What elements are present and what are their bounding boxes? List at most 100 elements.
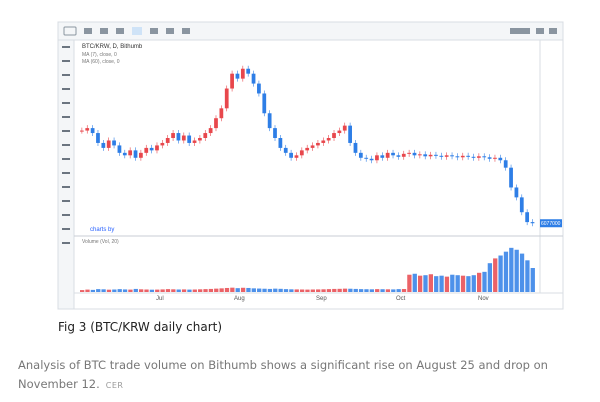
candle xyxy=(112,140,116,146)
candle xyxy=(267,113,272,129)
volume-bar xyxy=(117,289,122,292)
volume-bar xyxy=(144,289,149,292)
candle xyxy=(155,145,159,151)
volume-bar xyxy=(160,289,165,292)
candle xyxy=(482,156,487,158)
volume-bar xyxy=(503,251,509,292)
candle xyxy=(96,133,100,143)
description: Analysis of BTC trade volume on Bithumb … xyxy=(18,356,588,395)
candle xyxy=(353,142,358,153)
description-text: Analysis of BTC trade volume on Bithumb … xyxy=(18,358,548,391)
candle xyxy=(187,135,192,143)
volume-bar xyxy=(122,289,128,292)
chart-screenshot: BTC/KRW, D, Bithumb MA (7), close, 0 MA … xyxy=(57,21,564,310)
drawing-toolbar xyxy=(57,39,75,310)
volume-bar xyxy=(407,274,412,292)
candle xyxy=(128,150,133,156)
volume-bar xyxy=(246,287,251,292)
candle xyxy=(364,157,369,159)
candle xyxy=(278,138,283,148)
volume-bar xyxy=(133,288,138,292)
volume-bar xyxy=(423,275,428,292)
volume-bar xyxy=(80,290,85,292)
candle xyxy=(471,156,476,158)
candle xyxy=(321,140,326,143)
candle xyxy=(428,154,433,157)
volume-bar xyxy=(299,289,305,292)
volume-bar xyxy=(192,289,197,292)
volume-bar xyxy=(283,289,289,292)
volume-bar xyxy=(305,289,310,292)
candle xyxy=(530,222,535,224)
candle xyxy=(407,152,412,154)
candle xyxy=(283,147,288,153)
candle xyxy=(332,133,336,138)
candle xyxy=(262,93,267,114)
candle xyxy=(251,73,256,84)
ma-short-label: MA (7), close, 0 xyxy=(82,52,117,58)
candle xyxy=(316,142,320,146)
candle xyxy=(90,128,95,134)
volume-label: Volume (Vol, 20) xyxy=(82,239,119,245)
candle xyxy=(214,118,218,129)
candle xyxy=(171,133,175,138)
candle xyxy=(326,138,331,141)
candle xyxy=(101,142,106,148)
volume-bar xyxy=(90,289,96,292)
candle xyxy=(439,155,444,157)
candle xyxy=(380,155,385,158)
volume-bar xyxy=(487,263,493,292)
candle xyxy=(160,142,165,146)
candle xyxy=(444,155,449,157)
volume-bar xyxy=(375,289,380,292)
volume-bar xyxy=(96,289,101,292)
volume-bar xyxy=(417,275,423,292)
volume-bar xyxy=(391,289,396,292)
volume-bar xyxy=(358,289,364,292)
candle xyxy=(294,155,299,158)
volume-bar xyxy=(326,289,332,292)
volume-bar xyxy=(396,289,401,292)
candle xyxy=(466,155,471,157)
candle xyxy=(192,140,197,143)
volume-bar xyxy=(149,289,155,292)
volume-bar xyxy=(139,289,144,292)
volume-bar xyxy=(519,253,525,292)
volume-bar xyxy=(262,288,267,292)
volume-bar xyxy=(493,258,498,292)
month-label: Aug xyxy=(234,296,245,302)
month-label: Oct xyxy=(396,296,406,302)
last-price: 6077000 xyxy=(541,221,561,227)
volume-bar xyxy=(112,289,117,292)
candle xyxy=(219,108,224,119)
volume-bar xyxy=(85,289,90,292)
candle xyxy=(455,156,460,158)
volume-bar xyxy=(412,273,417,292)
candle xyxy=(85,128,90,131)
volume-bar xyxy=(240,287,246,292)
source: CER xyxy=(105,381,124,390)
volume-bar xyxy=(530,268,535,292)
volume-bar xyxy=(181,289,187,292)
volume-bar xyxy=(203,289,208,292)
volume-bar xyxy=(273,288,278,292)
candle xyxy=(198,138,202,141)
volume-bar xyxy=(224,287,230,292)
candle xyxy=(525,212,530,223)
candle xyxy=(460,155,465,158)
volume-bar xyxy=(471,275,476,292)
volume-bar xyxy=(155,289,160,292)
candle xyxy=(80,130,84,132)
volume-bar xyxy=(498,255,503,292)
candle xyxy=(176,133,181,141)
candle xyxy=(139,152,143,158)
toolbar xyxy=(57,21,564,41)
candle xyxy=(224,88,229,109)
candle xyxy=(106,140,111,148)
volume-bar xyxy=(251,288,256,292)
candle xyxy=(391,152,395,156)
volume-bar xyxy=(380,289,385,292)
month-labels: Jul Aug Sep Oct Nov xyxy=(156,296,489,302)
volume-bar xyxy=(208,288,214,292)
volume-bar xyxy=(353,288,358,292)
